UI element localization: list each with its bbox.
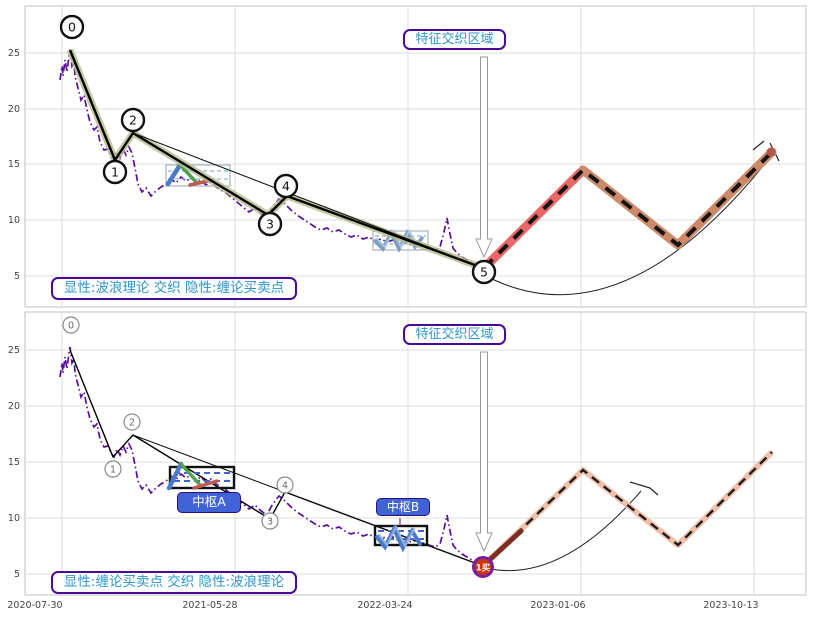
top-panel-border: [24, 5, 807, 308]
wave-point-markers-top: 0 1 2 3 4 5: [59, 14, 497, 285]
pivot-b-wave: [375, 524, 422, 553]
pivot-a-zigzag-blue: [166, 461, 184, 491]
ytick-label: 25: [8, 48, 20, 59]
ytick-label: 5: [14, 271, 20, 282]
xtick-label: 2021-05-28: [182, 600, 237, 611]
wave-circle-2-bottom: [123, 413, 141, 431]
projection-line-top: [482, 150, 774, 270]
pivot-a-label: 中枢A: [177, 492, 241, 513]
ytick-label: 20: [8, 104, 20, 115]
wave-point-markers-bottom: 0 1 2 3 4: [62, 316, 294, 530]
wave-circle-4-top: [273, 173, 299, 199]
wave-label-1-bottom: 1: [110, 465, 116, 476]
ytick-label: 25: [8, 345, 20, 356]
pivot-b-wave-light: [377, 524, 416, 549]
xtick-label: 2023-01-06: [530, 600, 585, 611]
feature-region-label-bottom: 特征交织区域: [403, 324, 506, 345]
grid-top: [25, 6, 806, 307]
wave-label-0-bottom: 0: [68, 321, 74, 332]
projection-line-bottom: [482, 451, 773, 567]
projection-arc-top: [485, 159, 769, 296]
projection-arc-cap-bottom: [629, 481, 659, 496]
wave-label-3-bottom: 3: [267, 517, 273, 528]
pivot-a-zigzag-green: [179, 462, 203, 488]
wave-label-1-top: 1: [111, 165, 119, 180]
wave-label-5-top: 5: [480, 265, 488, 280]
y-axis-ticks-bottom: 25 20 15 10 5: [8, 345, 20, 580]
wave-label-0-top: 0: [68, 20, 76, 35]
pivot-zigzag-green: [178, 163, 199, 185]
down-arrow-bottom: [475, 351, 493, 553]
ytick-label: 5: [14, 569, 20, 580]
wave-circle-5-top: [471, 259, 497, 285]
wave-label-4-top: 4: [282, 179, 290, 194]
wave-label-3-top: 3: [266, 217, 274, 232]
legend-caption-top: 显性:波浪理论 交织 隐性:缠论买卖点: [51, 277, 297, 300]
legend-caption-bottom: 显性:缠论买卖点 交织 隐性:波浪理论: [51, 571, 297, 594]
wave-circle-1-bottom: [104, 460, 122, 478]
top-panel: 25 20 15 10 5: [8, 5, 807, 308]
first-buy-label: 1买: [476, 564, 491, 574]
ytick-label: 10: [8, 513, 20, 524]
wave-circle-0-top: [59, 14, 85, 40]
x-axis-ticks: 2020-07-30 2021-05-28 2022-03-24 2023-01…: [7, 600, 758, 611]
ytick-label: 15: [8, 159, 20, 170]
wave-circle-3-bottom: [261, 512, 279, 530]
bottom-panel-border: [24, 311, 807, 596]
ytick-label: 15: [8, 457, 20, 468]
wave-circle-3-top: [257, 211, 283, 237]
wave-circle-0-bottom: [62, 316, 80, 334]
trendline-top: [132, 132, 484, 269]
pivot-box-a-bottom: [166, 461, 236, 491]
pivot-box-b-bottom: [373, 518, 429, 553]
wave-label-4-bottom: 4: [282, 481, 288, 492]
projection-end-marker-top: [766, 147, 776, 157]
wave-circle-2-top: [120, 107, 146, 133]
wave-label-2-bottom: 2: [129, 418, 135, 429]
pivot-wave: [373, 229, 424, 253]
elliott-wave-line-top: [68, 49, 484, 270]
bottom-panel: 25 20 15 10 5: [7, 311, 807, 611]
wave-label-2-top: 2: [129, 113, 137, 128]
wave-circle-4-bottom: [276, 476, 294, 494]
feature-region-label-top: 特征交织区域: [403, 29, 506, 50]
first-buy-marker: 1买: [472, 556, 494, 578]
wave-circle-1-top: [102, 159, 128, 185]
xtick-label: 2023-10-13: [703, 600, 758, 611]
xtick-label: 2020-07-30: [7, 600, 62, 611]
ytick-label: 10: [8, 215, 20, 226]
ytick-label: 20: [8, 401, 20, 412]
pivot-b-label: 中枢B: [376, 498, 430, 516]
projection-arc-bottom: [485, 490, 642, 572]
down-arrow-top: [475, 56, 493, 259]
xtick-label: 2022-03-24: [357, 600, 412, 611]
y-axis-ticks-top: 25 20 15 10 5: [8, 48, 20, 282]
pivot-zigzag-blue: [165, 162, 183, 187]
pivot-a-zigzag-red: [192, 479, 219, 490]
